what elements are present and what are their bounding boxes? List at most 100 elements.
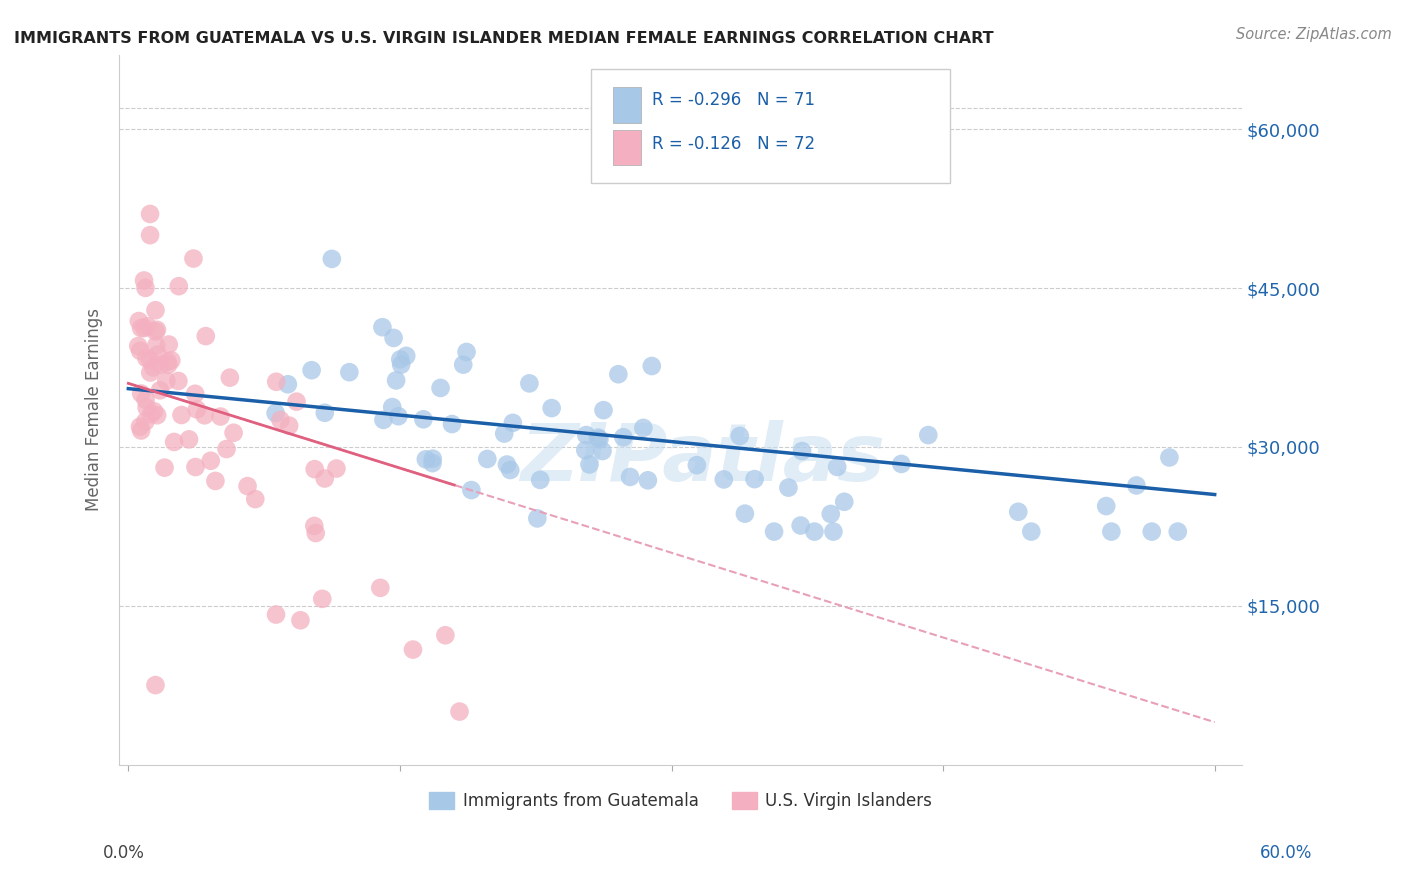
Point (304, 519, 326, 533)
Text: R = -0.296   N = 71: R = -0.296 N = 71 (652, 91, 815, 109)
Point (156, 355, 179, 369)
Point (142, 404, 165, 418)
Point (440, 417, 463, 431)
Point (402, 642, 425, 657)
Point (204, 474, 226, 488)
Point (434, 628, 457, 642)
Point (146, 409, 169, 423)
Point (529, 473, 551, 487)
Point (728, 429, 751, 443)
Point (139, 207, 162, 221)
Point (135, 351, 157, 366)
Point (641, 359, 664, 373)
Point (314, 471, 336, 485)
Point (155, 374, 177, 388)
Point (200, 454, 222, 468)
Point (215, 442, 238, 456)
Point (371, 320, 394, 334)
Text: Source: ZipAtlas.com: Source: ZipAtlas.com (1236, 27, 1392, 42)
Point (209, 409, 232, 424)
Point (917, 428, 939, 442)
Point (129, 343, 152, 358)
Point (1019, 524, 1042, 539)
Point (519, 376, 541, 391)
Point (382, 331, 405, 345)
Point (134, 415, 156, 429)
Point (778, 481, 800, 495)
Point (890, 457, 912, 471)
Point (540, 401, 562, 415)
Point (177, 433, 200, 447)
Point (127, 339, 149, 353)
Point (135, 401, 157, 415)
Point (285, 394, 308, 409)
Point (129, 386, 152, 401)
Point (744, 472, 766, 486)
Point (153, 460, 176, 475)
Point (422, 456, 444, 470)
Point (1140, 524, 1163, 539)
Point (314, 406, 336, 420)
Point (1099, 524, 1122, 539)
Point (183, 252, 205, 266)
Point (337, 365, 360, 379)
Point (184, 460, 207, 475)
Point (637, 473, 659, 487)
Point (789, 518, 811, 533)
Legend: Immigrants from Guatemala, U.S. Virgin Islanders: Immigrants from Guatemala, U.S. Virgin I… (423, 785, 939, 816)
Point (619, 470, 641, 484)
Point (290, 613, 312, 627)
Point (456, 345, 478, 359)
Point (449, 705, 471, 719)
Point (373, 413, 395, 427)
Point (825, 459, 848, 474)
FancyBboxPatch shape (613, 129, 641, 165)
FancyBboxPatch shape (613, 87, 641, 122)
Point (305, 526, 328, 541)
Point (142, 360, 165, 375)
Point (395, 349, 418, 363)
Point (477, 452, 499, 467)
Point (368, 581, 391, 595)
Point (236, 479, 259, 493)
Point (502, 416, 524, 430)
Point (325, 461, 347, 475)
Point (832, 495, 855, 509)
Point (149, 384, 172, 398)
Point (1095, 499, 1118, 513)
Point (136, 319, 159, 334)
Point (170, 408, 193, 422)
Point (139, 407, 162, 421)
Point (304, 462, 326, 476)
Point (311, 591, 333, 606)
Text: 60.0%: 60.0% (1260, 844, 1313, 862)
Point (612, 430, 634, 444)
Point (387, 409, 409, 424)
Point (526, 511, 548, 525)
Point (494, 426, 516, 441)
Point (422, 451, 444, 466)
Y-axis label: Median Female Earnings: Median Female Earnings (86, 309, 103, 511)
Point (132, 273, 155, 287)
Point (146, 347, 169, 361)
Point (1159, 450, 1181, 465)
Point (592, 444, 614, 458)
Point (763, 524, 786, 539)
Point (222, 425, 245, 440)
Point (145, 303, 167, 318)
Point (129, 424, 152, 438)
Text: 0.0%: 0.0% (103, 844, 145, 862)
Point (135, 392, 157, 407)
Point (1167, 524, 1189, 539)
Point (389, 358, 412, 372)
Point (607, 368, 630, 382)
Point (820, 507, 842, 521)
Point (633, 112, 655, 126)
Point (1007, 505, 1029, 519)
Point (578, 458, 600, 472)
Point (823, 524, 845, 539)
Point (734, 507, 756, 521)
Text: ZIPatlas: ZIPatlas (520, 420, 886, 499)
Point (193, 409, 215, 423)
Point (167, 374, 190, 388)
